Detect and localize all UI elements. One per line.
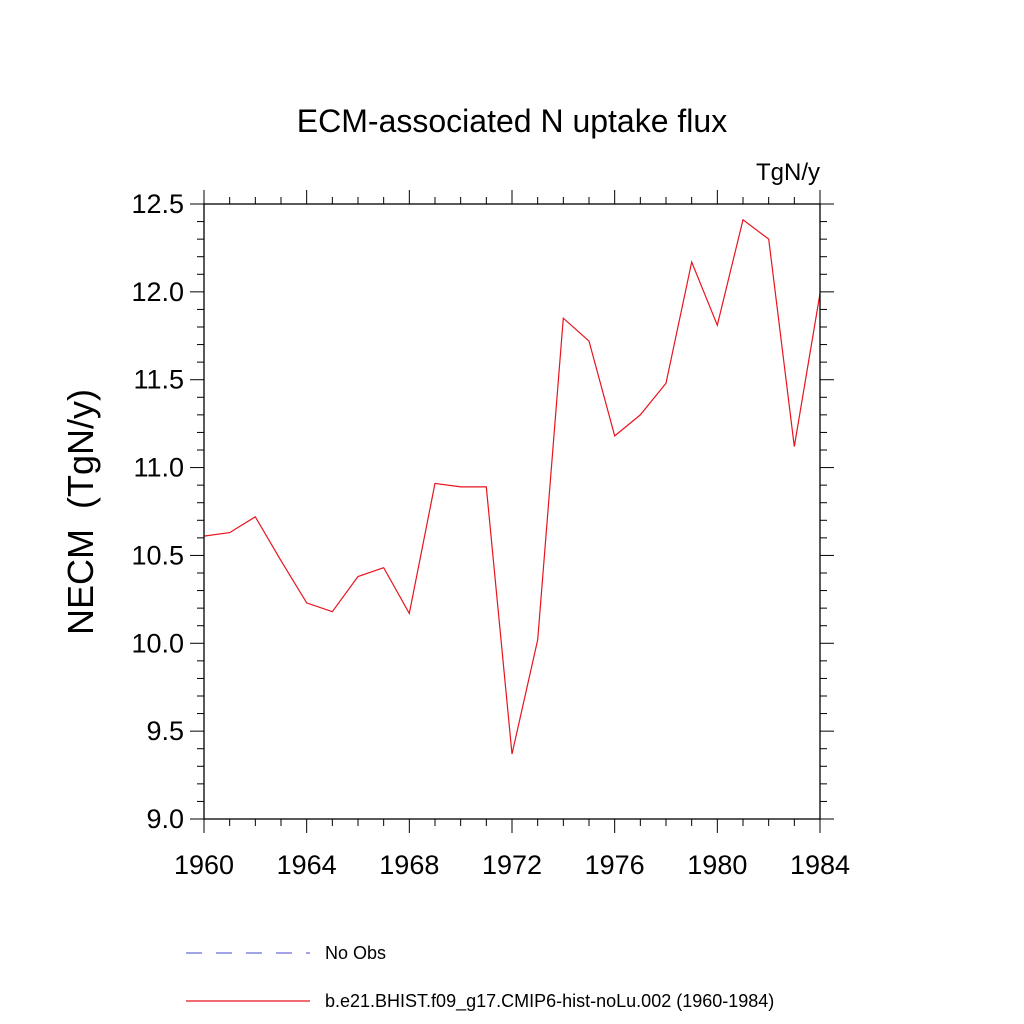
x-tick-label: 1968	[379, 850, 439, 880]
y-tick-label: 11.0	[133, 453, 184, 483]
series-layer	[203, 218, 821, 755]
x-tick-label: 1976	[585, 850, 645, 880]
legend: No Obs b.e21.BHIST.f09_g17.CMIP6-hist-no…	[186, 943, 774, 1012]
units-label: TgN/y	[756, 159, 820, 186]
y-tick-label: 12.0	[131, 277, 184, 307]
y-tick-label: 11.5	[133, 365, 184, 395]
y-tick-label: 10.0	[131, 628, 184, 658]
x-tick-label: 1960	[174, 850, 234, 880]
tick-marks	[190, 190, 834, 833]
y-axis-label: NECM (TgN/y)	[60, 389, 101, 635]
x-tick-label: 1980	[687, 850, 747, 880]
y-tick-label: 10.5	[131, 540, 184, 570]
series-line	[203, 218, 821, 755]
legend-label-series: b.e21.BHIST.f09_g17.CMIP6-hist-noLu.002 …	[325, 991, 774, 1012]
y-tick-label: 12.5	[131, 189, 184, 219]
y-tick-label: 9.5	[146, 716, 184, 746]
y-tick-label: 9.0	[146, 804, 184, 834]
x-tick-label: 1964	[277, 850, 337, 880]
x-tick-label: 1984	[790, 850, 850, 880]
legend-label-no-obs: No Obs	[325, 943, 386, 963]
x-tick-label: 1972	[482, 850, 542, 880]
plot-frame	[203, 203, 821, 820]
tick-labels: 1960 1964 1968 1972 1976 1980 1984 9.0 9.5 10.0 10…	[131, 189, 850, 880]
chart-title: ECM-associated N uptake flux	[297, 103, 727, 139]
